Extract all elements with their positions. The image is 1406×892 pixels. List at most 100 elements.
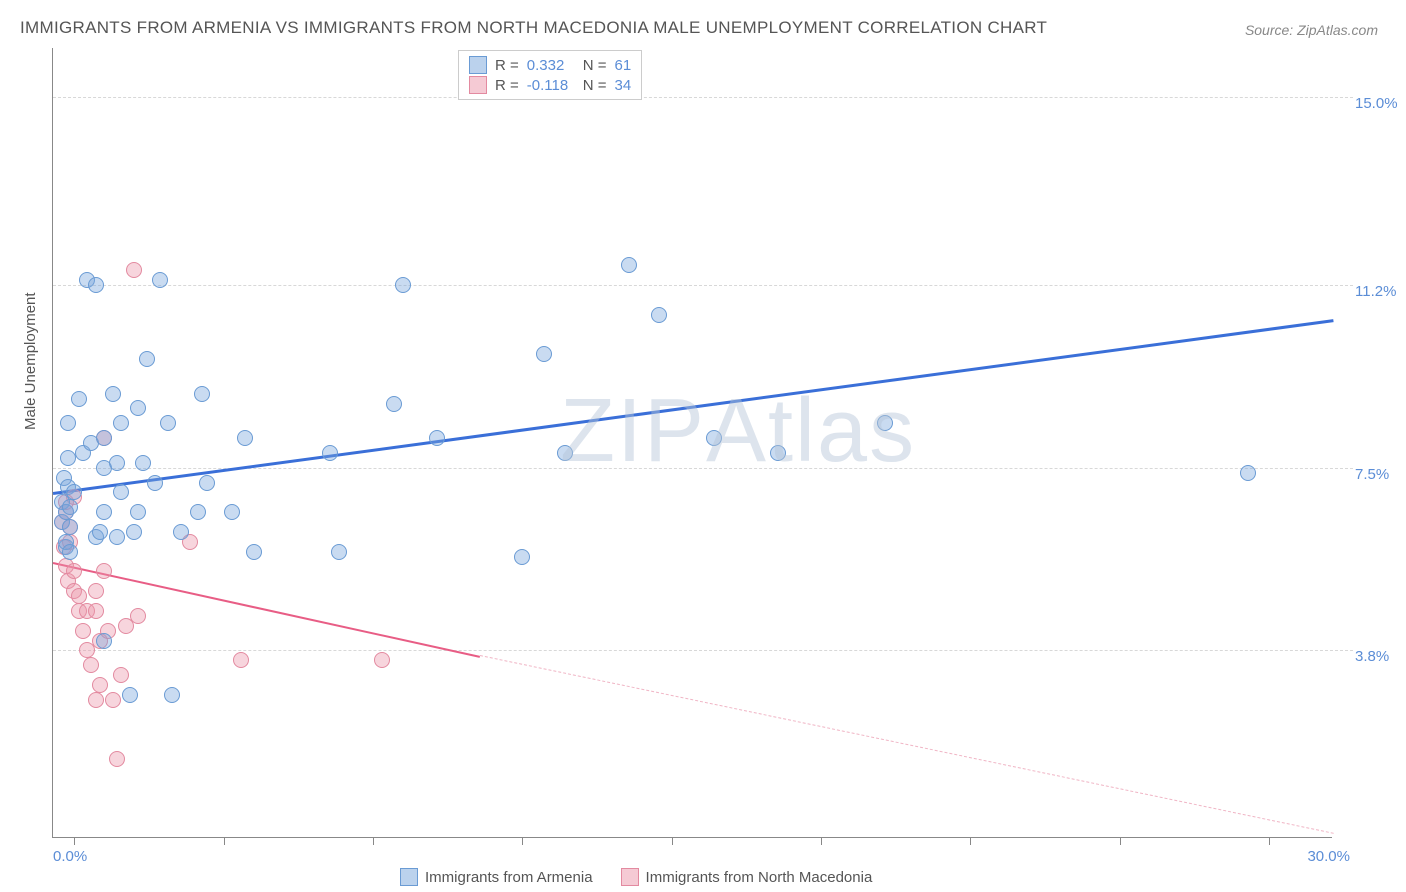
source-attribution: Source: ZipAtlas.com [1245,22,1378,38]
data-point-blue [62,519,78,535]
x-tick [373,837,374,845]
y-tick-label: 11.2% [1355,283,1396,300]
watermark-thin: Atlas [706,381,916,481]
data-point-blue [62,499,78,515]
data-point-blue [246,544,262,560]
pink-trend-line [480,655,1334,834]
data-point-blue [126,524,142,540]
data-point-blue [113,484,129,500]
data-point-blue [199,475,215,491]
x-tick-label: 0.0% [53,848,87,865]
data-point-blue [386,396,402,412]
data-point-pink [130,608,146,624]
r-value: -0.118 [527,77,575,94]
data-point-pink [96,563,112,579]
r-label: R = [495,57,519,74]
x-tick [1269,837,1270,845]
data-point-blue [96,633,112,649]
x-tick [821,837,822,845]
data-point-blue [122,687,138,703]
y-tick-label: 15.0% [1355,95,1398,112]
data-point-pink [88,583,104,599]
data-point-pink [113,667,129,683]
data-point-blue [60,415,76,431]
data-point-blue [322,445,338,461]
data-point-pink [105,692,121,708]
data-point-blue [130,504,146,520]
legend-series-label: Immigrants from Armenia [425,869,593,886]
data-point-blue [109,529,125,545]
data-point-pink [66,563,82,579]
gridline [53,650,1353,651]
legend-series-label: Immigrants from North Macedonia [646,869,873,886]
r-value: 0.332 [527,57,575,74]
data-point-blue [395,277,411,293]
x-tick [522,837,523,845]
n-label: N = [583,77,607,94]
x-tick [1120,837,1121,845]
y-axis-label: Male Unemployment [22,292,39,430]
data-point-blue [135,455,151,471]
data-point-blue [109,455,125,471]
watermark-bold: ZIP [560,381,706,481]
data-point-blue [536,346,552,362]
data-point-blue [147,475,163,491]
n-value: 34 [615,77,632,94]
gridline [53,97,1353,98]
n-label: N = [583,57,607,74]
pink-trend-line [53,562,480,658]
data-point-blue [331,544,347,560]
legend-swatch [621,868,639,886]
x-tick-label: 30.0% [1307,848,1350,865]
data-point-blue [139,351,155,367]
legend-stats-row: R =-0.118N =34 [469,75,631,95]
data-point-pink [233,652,249,668]
gridline [53,285,1353,286]
data-point-pink [374,652,390,668]
legend-swatch [400,868,418,886]
legend-stats-row: R = 0.332 N = 61 [469,55,631,75]
n-value: 61 [615,57,632,74]
chart-title: IMMIGRANTS FROM ARMENIA VS IMMIGRANTS FR… [20,18,1047,38]
x-tick [74,837,75,845]
data-point-blue [237,430,253,446]
data-point-pink [92,677,108,693]
data-point-blue [190,504,206,520]
data-point-blue [113,415,129,431]
data-point-blue [621,257,637,273]
legend-swatch [469,56,487,74]
data-point-blue [92,524,108,540]
data-point-blue [173,524,189,540]
data-point-blue [62,544,78,560]
data-point-pink [109,751,125,767]
data-point-blue [88,277,104,293]
legend-swatch [469,76,487,94]
data-point-pink [71,588,87,604]
data-point-blue [1240,465,1256,481]
data-point-blue [194,386,210,402]
data-point-blue [60,450,76,466]
data-point-blue [71,391,87,407]
y-tick-label: 3.8% [1355,648,1389,665]
data-point-blue [160,415,176,431]
data-point-blue [130,400,146,416]
data-point-pink [83,657,99,673]
legend-series-item: Immigrants from North Macedonia [621,868,873,886]
data-point-pink [75,623,91,639]
data-point-blue [164,687,180,703]
data-point-blue [105,386,121,402]
data-point-blue [66,484,82,500]
x-tick [224,837,225,845]
data-point-blue [96,430,112,446]
legend-series: Immigrants from Armenia Immigrants from N… [400,868,872,886]
data-point-blue [651,307,667,323]
legend-series-item: Immigrants from Armenia [400,868,593,886]
x-tick [970,837,971,845]
data-point-blue [514,549,530,565]
watermark: ZIPAtlas [560,380,916,483]
legend-stats: R = 0.332 N = 61R = -0.118 N = 34 [458,50,642,100]
data-point-blue [152,272,168,288]
y-tick-label: 7.5% [1355,466,1389,483]
data-point-pink [88,603,104,619]
data-point-blue [429,430,445,446]
